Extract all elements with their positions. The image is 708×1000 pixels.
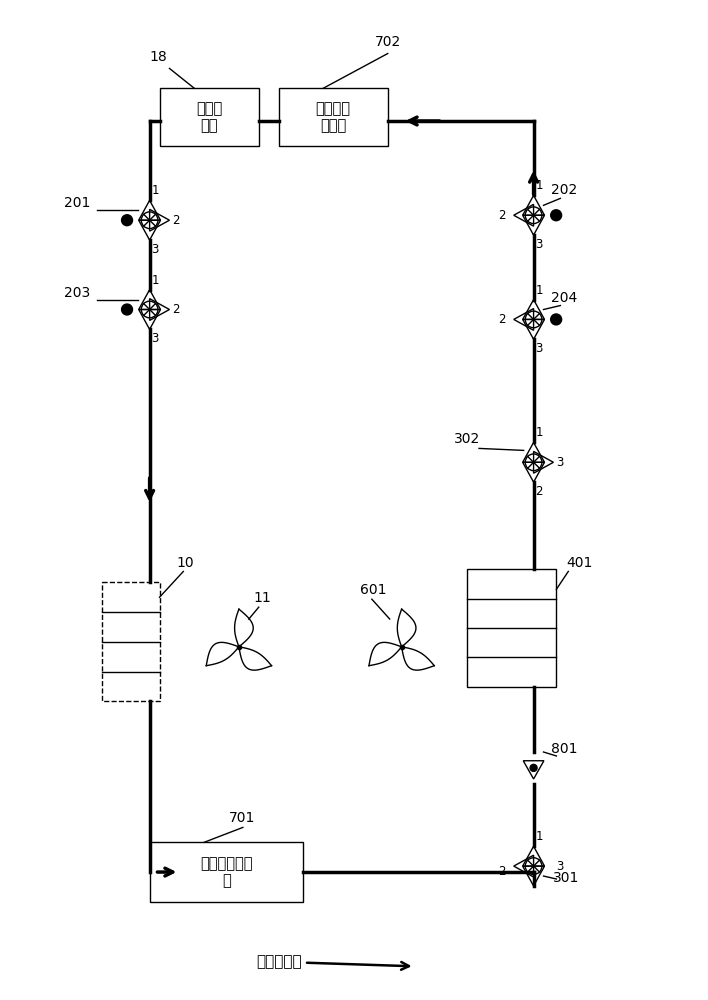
Text: 401: 401	[566, 556, 593, 570]
Text: 1: 1	[535, 830, 543, 843]
Text: 204: 204	[552, 291, 578, 305]
Text: 3: 3	[535, 238, 543, 251]
Text: 10: 10	[176, 556, 194, 570]
Text: 1: 1	[535, 179, 543, 192]
Text: 1: 1	[535, 284, 543, 297]
Text: 702: 702	[375, 35, 401, 49]
Text: 203: 203	[64, 286, 91, 300]
Bar	[102, 582, 159, 701]
Text: 3: 3	[535, 342, 543, 355]
Bar	[467, 569, 556, 687]
Text: 2: 2	[498, 209, 506, 222]
Text: 2: 2	[498, 313, 506, 326]
Text: 202: 202	[552, 183, 578, 197]
Text: 301: 301	[554, 871, 580, 885]
Circle shape	[122, 215, 132, 226]
Bar	[278, 88, 388, 146]
Text: 1: 1	[152, 184, 159, 197]
Text: 302: 302	[455, 432, 481, 446]
Text: 第一储液干燥
器: 第一储液干燥 器	[200, 856, 253, 888]
Text: 3: 3	[556, 860, 564, 873]
Text: 1: 1	[152, 274, 159, 287]
Text: 11: 11	[253, 591, 272, 605]
Circle shape	[122, 304, 132, 315]
Text: 2: 2	[498, 865, 506, 878]
Text: 18: 18	[149, 50, 167, 64]
Text: 3: 3	[152, 332, 159, 345]
Circle shape	[551, 314, 561, 325]
Text: 3: 3	[556, 456, 564, 469]
Bar	[159, 88, 258, 146]
Text: 1: 1	[535, 426, 543, 439]
Text: 2: 2	[535, 485, 543, 498]
Text: 第二储液
干燥器: 第二储液 干燥器	[316, 101, 350, 133]
Text: 701: 701	[229, 811, 256, 825]
Text: 2: 2	[173, 214, 180, 227]
Circle shape	[551, 210, 561, 221]
Text: 2: 2	[173, 303, 180, 316]
Text: 201: 201	[64, 196, 91, 210]
Circle shape	[530, 764, 537, 771]
Text: 601: 601	[360, 583, 387, 597]
Text: 3: 3	[152, 243, 159, 256]
Text: 电动压
缩机: 电动压 缩机	[196, 101, 222, 133]
Text: 801: 801	[552, 742, 578, 756]
Text: 制冷剂流向: 制冷剂流向	[256, 954, 409, 970]
Bar	[149, 842, 304, 902]
